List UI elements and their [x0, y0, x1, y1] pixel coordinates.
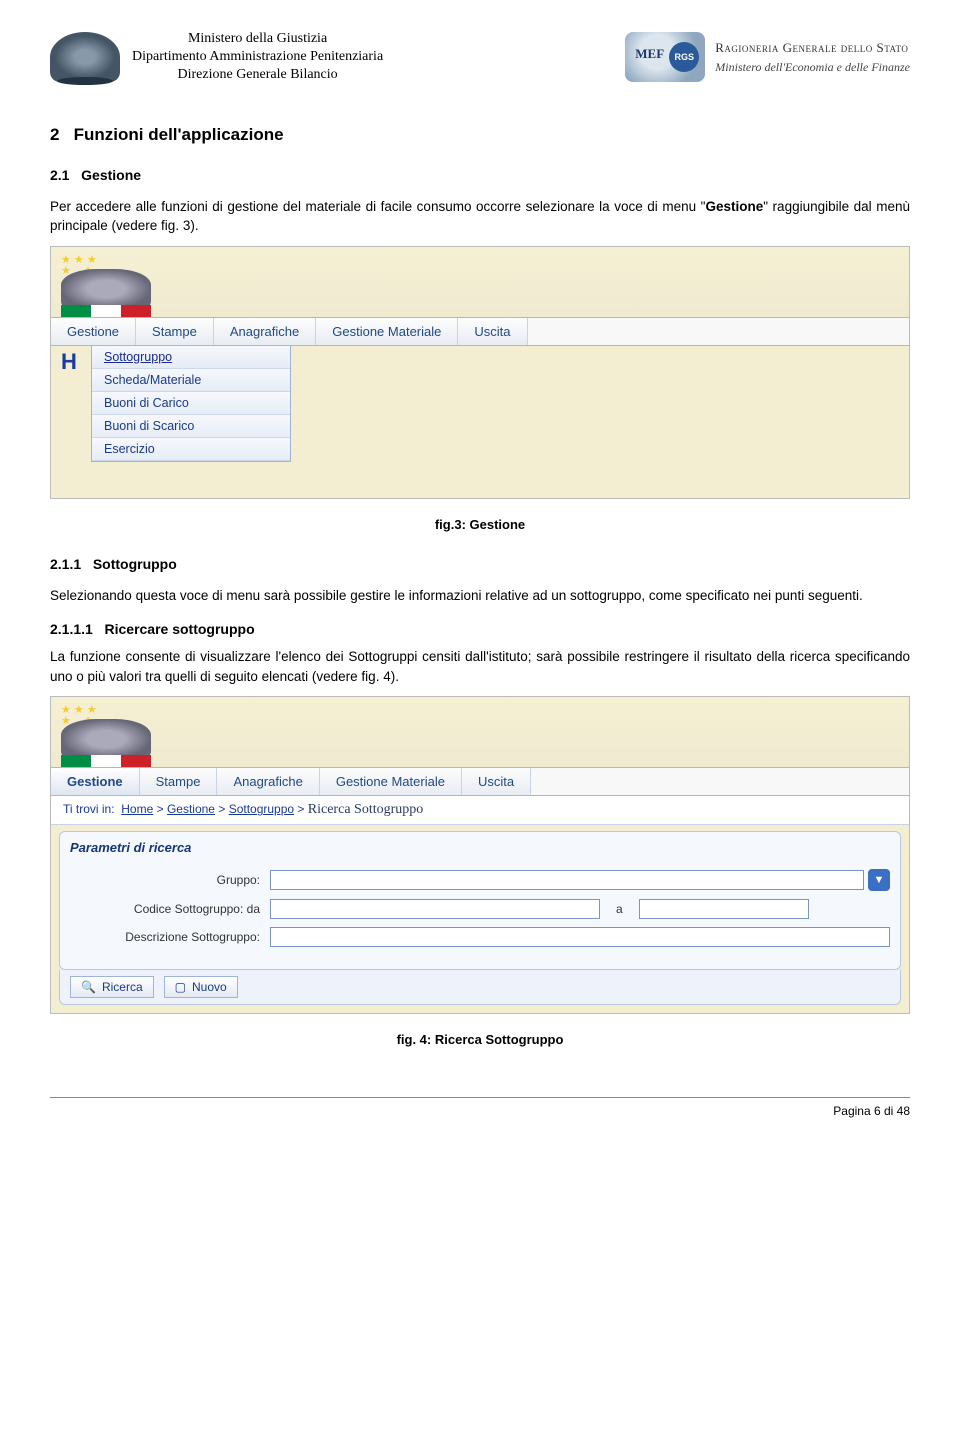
ss1-body: H Sottogruppo Scheda/Materiale Buoni di … [51, 346, 909, 486]
btn-ricerca-label: Ricerca [102, 980, 143, 994]
ss1-banner: ★ ★ ★★ ★ [51, 247, 909, 317]
tab-gestione-materiale[interactable]: Gestione Materiale [316, 318, 458, 345]
section-211-title: Sottogruppo [93, 556, 177, 572]
btn-nuovo-label: Nuovo [192, 980, 227, 994]
btn-ricerca[interactable]: 🔍 Ricerca [70, 976, 154, 998]
breadcrumb: Ti trovi in: Home > Gestione > Sottogrup… [51, 796, 909, 825]
ministry-text: Ministero della Giustizia Dipartimento A… [132, 30, 383, 85]
search-icon: 🔍 [81, 980, 96, 994]
tab-gestione-materiale[interactable]: Gestione Materiale [320, 768, 462, 795]
section-2-title: Funzioni dell'applicazione [74, 125, 284, 144]
section-211-heading: 2.1.1 Sottogruppo [50, 556, 910, 572]
menubar: Gestione Stampe Anagrafiche Gestione Mat… [51, 317, 909, 346]
tab-stampe[interactable]: Stampe [140, 768, 218, 795]
rgs-text: Ragioneria Generale dello Stato Minister… [715, 40, 910, 75]
rgs-line2: Ministero dell'Economia e delle Finanze [715, 60, 910, 75]
dd-scheda-materiale[interactable]: Scheda/Materiale [92, 369, 290, 392]
menubar-2: Gestione Stampe Anagrafiche Gestione Mat… [51, 767, 909, 796]
figure-4-screenshot: ★ ★ ★★ ★ Gestione Stampe Anagrafiche Ges… [50, 696, 910, 1014]
input-gruppo[interactable] [270, 870, 864, 890]
section-21-title: Gestione [81, 167, 141, 183]
logo-right-group: MEF RGS Ragioneria Generale dello Stato … [625, 32, 910, 82]
mef-text: MEF [635, 46, 664, 62]
banner-emblem [61, 719, 151, 759]
row-descrizione: Descrizione Sottogruppo: [70, 927, 890, 947]
tab-gestione[interactable]: Gestione [51, 768, 140, 795]
bc-home[interactable]: Home [121, 802, 153, 816]
page-footer: Pagina 6 di 48 [50, 1097, 910, 1118]
tab-stampe[interactable]: Stampe [136, 318, 214, 345]
ministry-line1: Ministero della Giustizia [132, 30, 383, 48]
ministry-line3: Direzione Generale Bilancio [132, 66, 383, 84]
row-codice: Codice Sottogruppo: da a [70, 899, 890, 919]
tab-anagrafiche[interactable]: Anagrafiche [217, 768, 319, 795]
page-number: Pagina 6 di 48 [833, 1104, 910, 1118]
input-codice-da[interactable] [270, 899, 600, 919]
tab-anagrafiche[interactable]: Anagrafiche [214, 318, 316, 345]
ministry-emblem [50, 32, 120, 82]
figure-3-screenshot: ★ ★ ★★ ★ Gestione Stampe Anagrafiche Ges… [50, 246, 910, 499]
search-panel: Parametri di ricerca Gruppo: ▼ Codice So… [59, 831, 901, 970]
rgs-line1: Ragioneria Generale dello Stato [715, 40, 910, 56]
section-2111-heading: 2.1.1.1 Ricercare sottogruppo [50, 621, 910, 637]
logo-left-group: Ministero della Giustizia Dipartimento A… [50, 30, 383, 85]
new-icon: ▢ [175, 980, 186, 994]
gestione-dropdown: Sottogruppo Scheda/Materiale Buoni di Ca… [91, 346, 291, 462]
input-descrizione[interactable] [270, 927, 890, 947]
tab-uscita[interactable]: Uscita [458, 318, 527, 345]
section-211-num: 2.1.1 [50, 556, 81, 572]
lbl-gruppo: Gruppo: [70, 873, 270, 887]
row-gruppo: Gruppo: ▼ [70, 869, 890, 891]
tab-gestione[interactable]: Gestione [51, 318, 136, 345]
dd-buoni-scarico[interactable]: Buoni di Scarico [92, 415, 290, 438]
dd-buoni-carico[interactable]: Buoni di Carico [92, 392, 290, 415]
rgs-badge-icon: RGS [669, 42, 699, 72]
lbl-codice-da: Codice Sottogruppo: da [70, 902, 270, 916]
figure-3-caption: fig.3: Gestione [50, 517, 910, 532]
section-21-num: 2.1 [50, 167, 69, 183]
bc-current: Ricerca Sottogruppo [308, 802, 423, 817]
section-2111-num: 2.1.1.1 [50, 621, 93, 637]
section-21-para: Per accedere alle funzioni di gestione d… [50, 197, 910, 236]
section-2111-title: Ricercare sottogruppo [105, 621, 255, 637]
section-21-heading: 2.1 Gestione [50, 167, 910, 183]
dd-sottogruppo[interactable]: Sottogruppo [92, 346, 290, 369]
section-2-num: 2 [50, 125, 59, 144]
bc-prefix: Ti trovi in: [63, 802, 115, 816]
italy-flag-icon [61, 305, 151, 317]
ss2-banner: ★ ★ ★★ ★ [51, 697, 909, 767]
input-codice-a[interactable] [639, 899, 809, 919]
bc-gestione[interactable]: Gestione [167, 802, 215, 816]
button-bar: 🔍 Ricerca ▢ Nuovo [59, 970, 901, 1005]
dropdown-icon[interactable]: ▼ [868, 869, 890, 891]
bc-sottogruppo[interactable]: Sottogruppo [229, 802, 294, 816]
section-211-para: Selezionando questa voce di menu sarà po… [50, 586, 910, 606]
btn-nuovo[interactable]: ▢ Nuovo [164, 976, 238, 998]
panel-title: Parametri di ricerca [70, 840, 890, 855]
header: Ministero della Giustizia Dipartimento A… [50, 30, 910, 85]
banner-emblem [61, 269, 151, 309]
lbl-descrizione: Descrizione Sottogruppo: [70, 930, 270, 944]
dd-esercizio[interactable]: Esercizio [92, 438, 290, 461]
italy-flag-icon [61, 755, 151, 767]
mef-logo: MEF RGS [625, 32, 705, 82]
ministry-line2: Dipartimento Amministrazione Penitenziar… [132, 48, 383, 66]
section-2-heading: 2 Funzioni dell'applicazione [50, 125, 910, 145]
figure-4-caption: fig. 4: Ricerca Sottogruppo [50, 1032, 910, 1047]
section-2111-para: La funzione consente di visualizzare l'e… [50, 647, 910, 686]
tab-uscita[interactable]: Uscita [462, 768, 531, 795]
lbl-a: a [600, 902, 639, 916]
home-letter: H [61, 349, 77, 375]
